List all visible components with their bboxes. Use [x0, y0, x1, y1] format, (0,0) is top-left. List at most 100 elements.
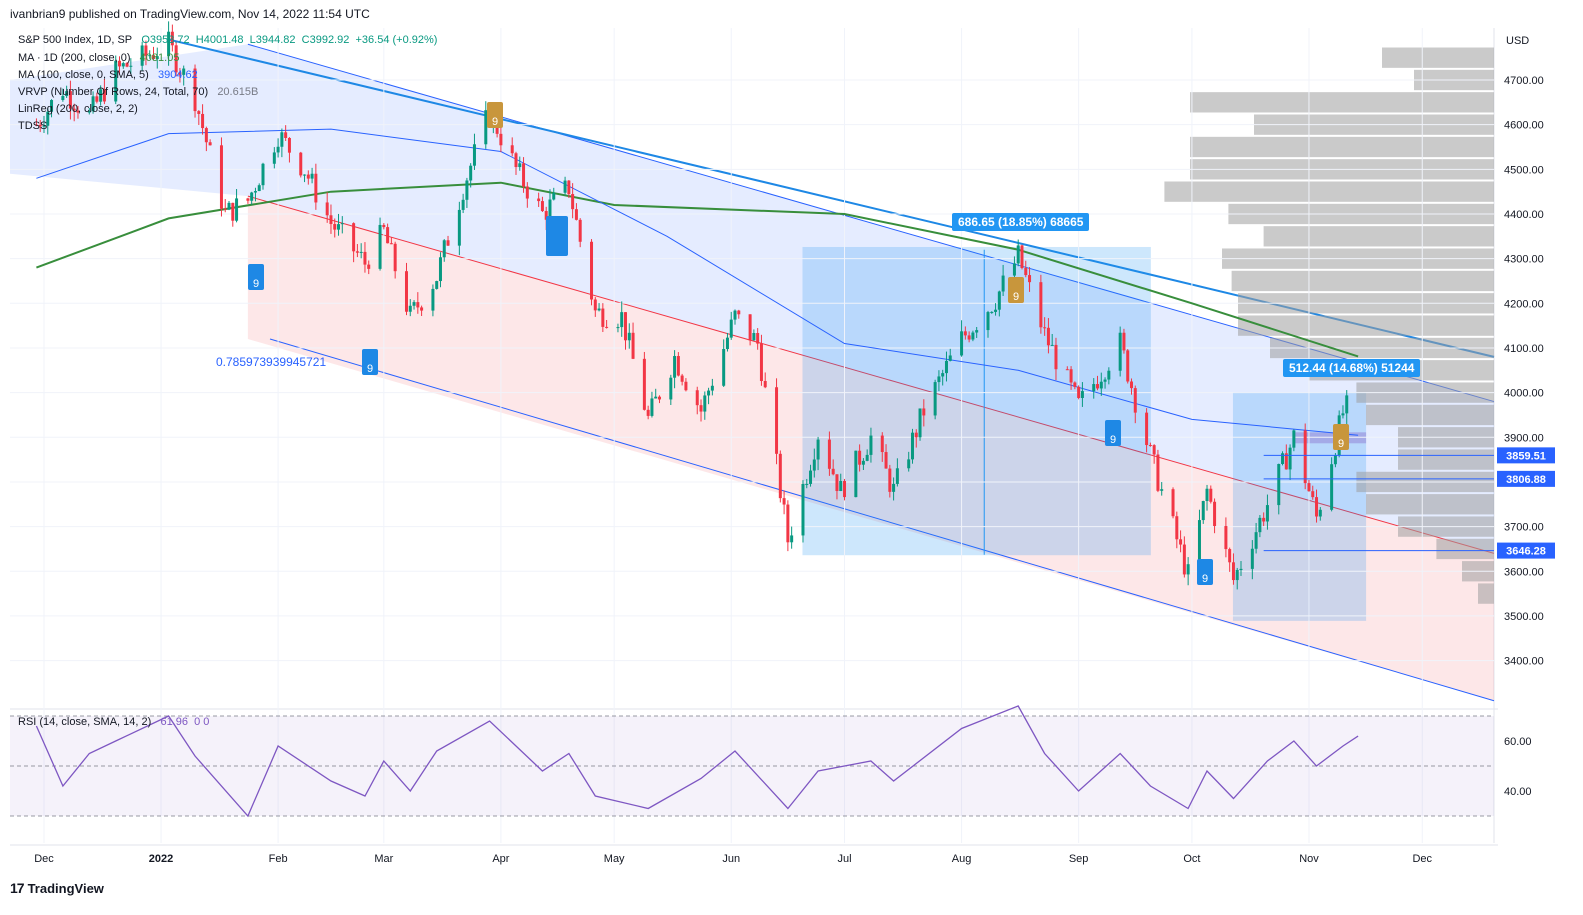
candle-24: [155, 47, 159, 69]
candle-body-106: [593, 299, 597, 311]
candle-body-112: [624, 312, 628, 341]
candle-115: [642, 351, 646, 411]
volume-profile-row-18: [1398, 449, 1494, 470]
candle-body-223: [1209, 488, 1213, 502]
candle-body-184: [1001, 275, 1005, 292]
candle-body-62: [359, 251, 363, 253]
candle-body-38: [231, 202, 235, 221]
candle-114: [631, 322, 635, 360]
candle-20: [140, 41, 144, 71]
candle-162: [888, 464, 892, 498]
candle-body-207: [1126, 350, 1130, 382]
candle-body-152: [835, 474, 839, 492]
candle-127: [703, 391, 707, 420]
candle-37: [227, 201, 231, 211]
measure-label-small[interactable]: 512.44 (14.68%) 51244: [1283, 359, 1421, 377]
candle-18: [125, 62, 129, 68]
candle-body-63: [363, 251, 367, 265]
candle-133: [733, 309, 737, 325]
candle-27: [174, 41, 178, 77]
price-tags: 3859.51 3806.88 3646.28: [1263, 447, 1555, 559]
candle-body-231: [1254, 532, 1258, 549]
candle-body-46: [276, 146, 280, 153]
candle-body-110: [616, 327, 620, 329]
candle-26: [170, 24, 174, 52]
candle-body-175: [960, 331, 964, 356]
legend-ma200-value: 4081.05: [139, 52, 180, 64]
candle-body-186: [1016, 245, 1020, 264]
candle-body-179: [975, 330, 979, 333]
legend-row-vrvp[interactable]: VRVP (Number Of Rows, 24, Total, 70) 20.…: [18, 86, 258, 98]
td-sequential-marks: 9 9 9 9 9 9 9: [248, 102, 1349, 585]
candle-111: [620, 301, 624, 337]
candle-158: [865, 449, 869, 462]
time-tick-0: Dec: [34, 853, 54, 865]
td-mark-bg-2: [1105, 420, 1121, 446]
candle-234: [1265, 494, 1269, 530]
legend-row-tdss[interactable]: TDSS: [18, 120, 47, 132]
candle-223: [1209, 485, 1213, 504]
candle-body-91: [514, 153, 518, 168]
candle-body-92: [518, 163, 522, 168]
candle-body-158: [865, 454, 869, 461]
candle-body-117: [650, 398, 654, 416]
candle-166: [910, 428, 914, 464]
candle-body-50: [299, 152, 303, 176]
volume-profile-row-16: [1366, 404, 1494, 426]
candle-180: [986, 310, 990, 338]
legend-row-ma200[interactable]: MA · 1D (200, close, 0) 4081.05: [18, 52, 179, 64]
candle-body-141: [778, 453, 782, 499]
candle-body-52: [306, 174, 310, 179]
candle-body-54: [314, 173, 318, 203]
price-tag-bg-1: [1497, 470, 1555, 487]
candle-body-7: [68, 91, 72, 109]
candle-body-114: [631, 332, 635, 359]
candle-66: [382, 223, 386, 230]
candle-91: [514, 151, 518, 175]
candle-body-217: [1179, 539, 1183, 545]
candle-139: [763, 372, 767, 389]
candle-body-142: [782, 498, 786, 505]
candle-124: [684, 378, 688, 392]
candle-body-215: [1171, 489, 1175, 517]
candle-body-55: [325, 202, 329, 216]
candle-body-188: [1024, 268, 1028, 276]
candle-72: [412, 300, 416, 310]
candle-56: [329, 204, 333, 234]
candle-body-162: [888, 468, 892, 492]
candle-body-240: [1303, 430, 1307, 484]
tradingview-logo[interactable]: 17 TradingView: [10, 880, 104, 896]
candle-body-2: [42, 125, 46, 127]
candle-203: [1103, 377, 1107, 389]
candle-135: [748, 314, 752, 346]
candle-14: [102, 78, 106, 105]
candle-241: [1307, 479, 1311, 492]
candle-body-210: [1145, 412, 1149, 446]
price-tick-0: 4700.00: [1504, 75, 1544, 87]
candle-9: [76, 105, 80, 119]
candle-body-39: [235, 198, 239, 221]
tv-logo-icon: 17: [10, 880, 25, 896]
candle-212: [1152, 444, 1156, 464]
measure-label-big[interactable]: 686.65 (18.85%) 68665: [952, 213, 1090, 231]
legend-low: L3944.82: [249, 34, 296, 46]
candle-body-44: [261, 163, 265, 186]
candle-body-9: [76, 110, 80, 113]
candle-103: [574, 203, 578, 221]
legend-row-ma100[interactable]: MA (100, close, 0, SMA, 5) 3904.62: [18, 69, 198, 81]
rsi-line: [35, 705, 1359, 818]
legend-row-linreg[interactable]: LinReg (200, close, 2, 2): [18, 103, 138, 115]
candle-118: [654, 388, 658, 399]
candle-199: [1080, 382, 1084, 407]
price-tag-text-0: 3859.51: [1506, 450, 1546, 462]
legend-change: +36.54 (+0.92%): [355, 34, 438, 46]
volume-profile-row-6: [1164, 181, 1494, 202]
candle-body-213: [1156, 454, 1160, 491]
candle-body-135: [748, 314, 752, 341]
candle-body-66: [382, 224, 386, 228]
price-tick-12: 3500.00: [1504, 611, 1544, 623]
volume-profile-row-10: [1231, 270, 1494, 292]
legend-row-rsi[interactable]: RSI (14, close, SMA, 14, 2) 61.96 0 0: [18, 716, 209, 728]
candle-42: [253, 187, 257, 202]
